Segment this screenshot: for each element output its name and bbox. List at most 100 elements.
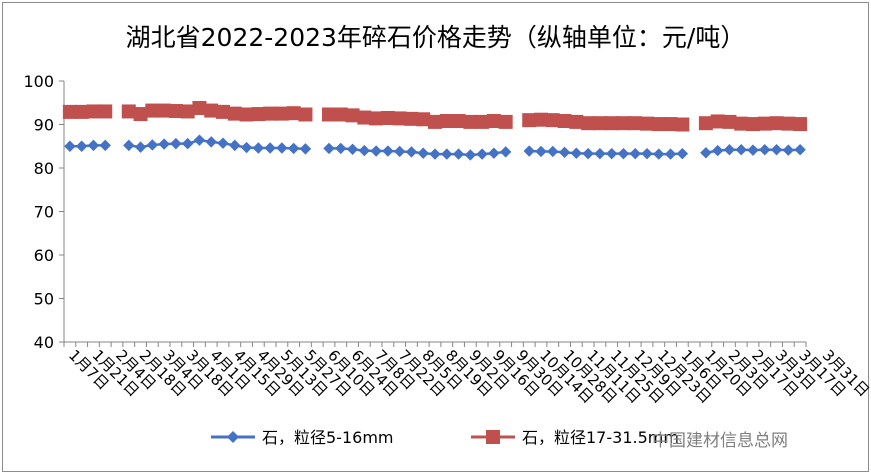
series-5-16mm-point [99,139,111,152]
series-5-16mm-point [641,147,653,160]
series-17-31-5mm-point [675,117,690,132]
series-5-16mm-point [582,147,594,160]
series-5-16mm-point [711,144,724,157]
series-17-31-5mm-point [710,114,725,129]
series-17-31-5mm-point [157,103,172,118]
series-17-31-5mm-point [722,114,737,129]
series-5-16mm-point [134,141,147,153]
series-5-16mm-point [158,138,170,150]
series-5-16mm-point [393,145,406,158]
series-17-31-5mm-point [463,114,478,129]
series-5-16mm-point [441,148,453,160]
series-17-31-5mm-point [640,116,654,131]
series-17-31-5mm-point [239,107,254,122]
series-17-31-5mm-point [192,100,207,115]
series-17-31-5mm-point [428,114,442,129]
legend-item-5-16mm-label: 石，粒径5-16mm [262,428,394,447]
series-17-31-5mm-point [569,114,584,129]
legend-item-17-31-5mm-marker [486,430,500,444]
y-tick-label: 70 [34,203,54,222]
series-5-16mm-point [299,143,312,155]
series-5-16mm-line [69,144,106,148]
series-17-31-5mm-point [404,111,419,126]
series-5-16mm-point [205,136,217,148]
series-17-31-5mm-point [322,107,336,122]
series-5-16mm-point [429,148,441,160]
series-17-31-5mm-point [628,116,643,131]
series-5-16mm-point [747,144,759,156]
series-17-31-5mm-point [168,104,183,119]
series-17-31-5mm-point [769,116,784,131]
series-5-16mm-point [335,142,347,155]
series-5-16mm-point [664,148,677,160]
series-5-16mm-point [782,144,795,156]
series-5-16mm-point [64,140,76,152]
series-17-31-5mm-point [216,104,230,119]
series-17-31-5mm-point [333,107,348,122]
series-5-16mm-point [417,147,429,159]
series-5-16mm-point [735,144,747,156]
series-17-31-5mm-point [133,107,148,122]
legend-item-17-31-5mm-label: 石，粒径17-31.5mm [522,428,679,447]
series-17-31-5mm-point [651,117,666,132]
series-17-31-5mm-point [121,104,136,119]
series-17-31-5mm-point [486,114,501,129]
series-17-31-5mm-point [439,114,454,129]
series-5-16mm-line [128,138,306,151]
series-5-16mm-point [605,147,618,160]
series-5-16mm-point [535,145,547,158]
series-17-31-5mm-point [286,106,301,121]
y-tick-label: 60 [34,246,54,265]
y-tick-label: 40 [34,333,54,352]
series-17-31-5mm-point [227,106,242,121]
x-tick-labels: 1月7日1月21日2月4日2月18日3月4日3月18日4月1日4月15日4月29… [65,346,871,407]
series-5-16mm-point [570,147,583,159]
series-5-16mm-point [382,145,394,157]
series-17-31-5mm-point [62,104,77,119]
series-17-31-5mm-point [534,112,548,127]
series-5-16mm-point [794,144,806,156]
series-5-16mm-point [629,147,641,160]
series-17-31-5mm-point [663,117,678,132]
series-17-31-5mm-point [734,116,749,131]
series-5-16mm-point [323,142,335,155]
series-17-31-5mm-point [392,111,407,126]
series-17-31-5mm-point [380,110,395,125]
series-5-16mm-point [464,149,477,161]
series-5-16mm-point [217,137,229,149]
series-17-31-5mm-point [557,114,572,129]
series-17-31-5mm-point [98,104,113,119]
series-17-31-5mm-point [86,104,101,119]
series-17-31-5mm-point [757,116,772,131]
series-5-16mm-point [170,137,182,150]
watermark-text: 中国建材信息总网 [652,431,788,451]
series-5-16mm-point [405,146,418,158]
series-17-31-5mm-point [545,113,560,128]
chart-title: 湖北省2022-2023年碎石价格走势（纵轴单位：元/吨） [125,23,746,52]
series-17-31-5mm-point [204,103,219,118]
series-5-16mm-point [193,134,206,146]
series-5-16mm-point [499,146,512,158]
series-17-31-5mm-point [698,116,713,131]
series-5-16mm-point [700,147,712,159]
series-5-16mm-point [488,147,500,159]
series-17-31-5mm-point [451,114,466,129]
series-17-31-5mm-point [746,117,760,132]
series-17-31-5mm-point [180,104,195,119]
series-5-16mm-point [276,142,288,154]
y-tick-label: 50 [34,290,54,309]
series-5-16mm-point [723,144,736,156]
series-5-16mm-point [346,143,359,156]
series-5-16mm-point [146,139,159,151]
series-17-31-5mm-point [498,114,513,129]
series-5-16mm-point [617,147,630,160]
y-tick-label: 90 [34,116,54,135]
series-5-16mm-point [476,148,488,160]
legend: 石，粒径5-16mm 石，粒径17-31.5mm [211,428,679,447]
series-5-16mm-point [370,145,382,157]
series-5-16mm-point [358,144,371,157]
series-17-31-5mm-point [781,116,796,131]
series-5-16mm-point [87,139,100,152]
series-17-31-5mm-point [369,111,384,126]
